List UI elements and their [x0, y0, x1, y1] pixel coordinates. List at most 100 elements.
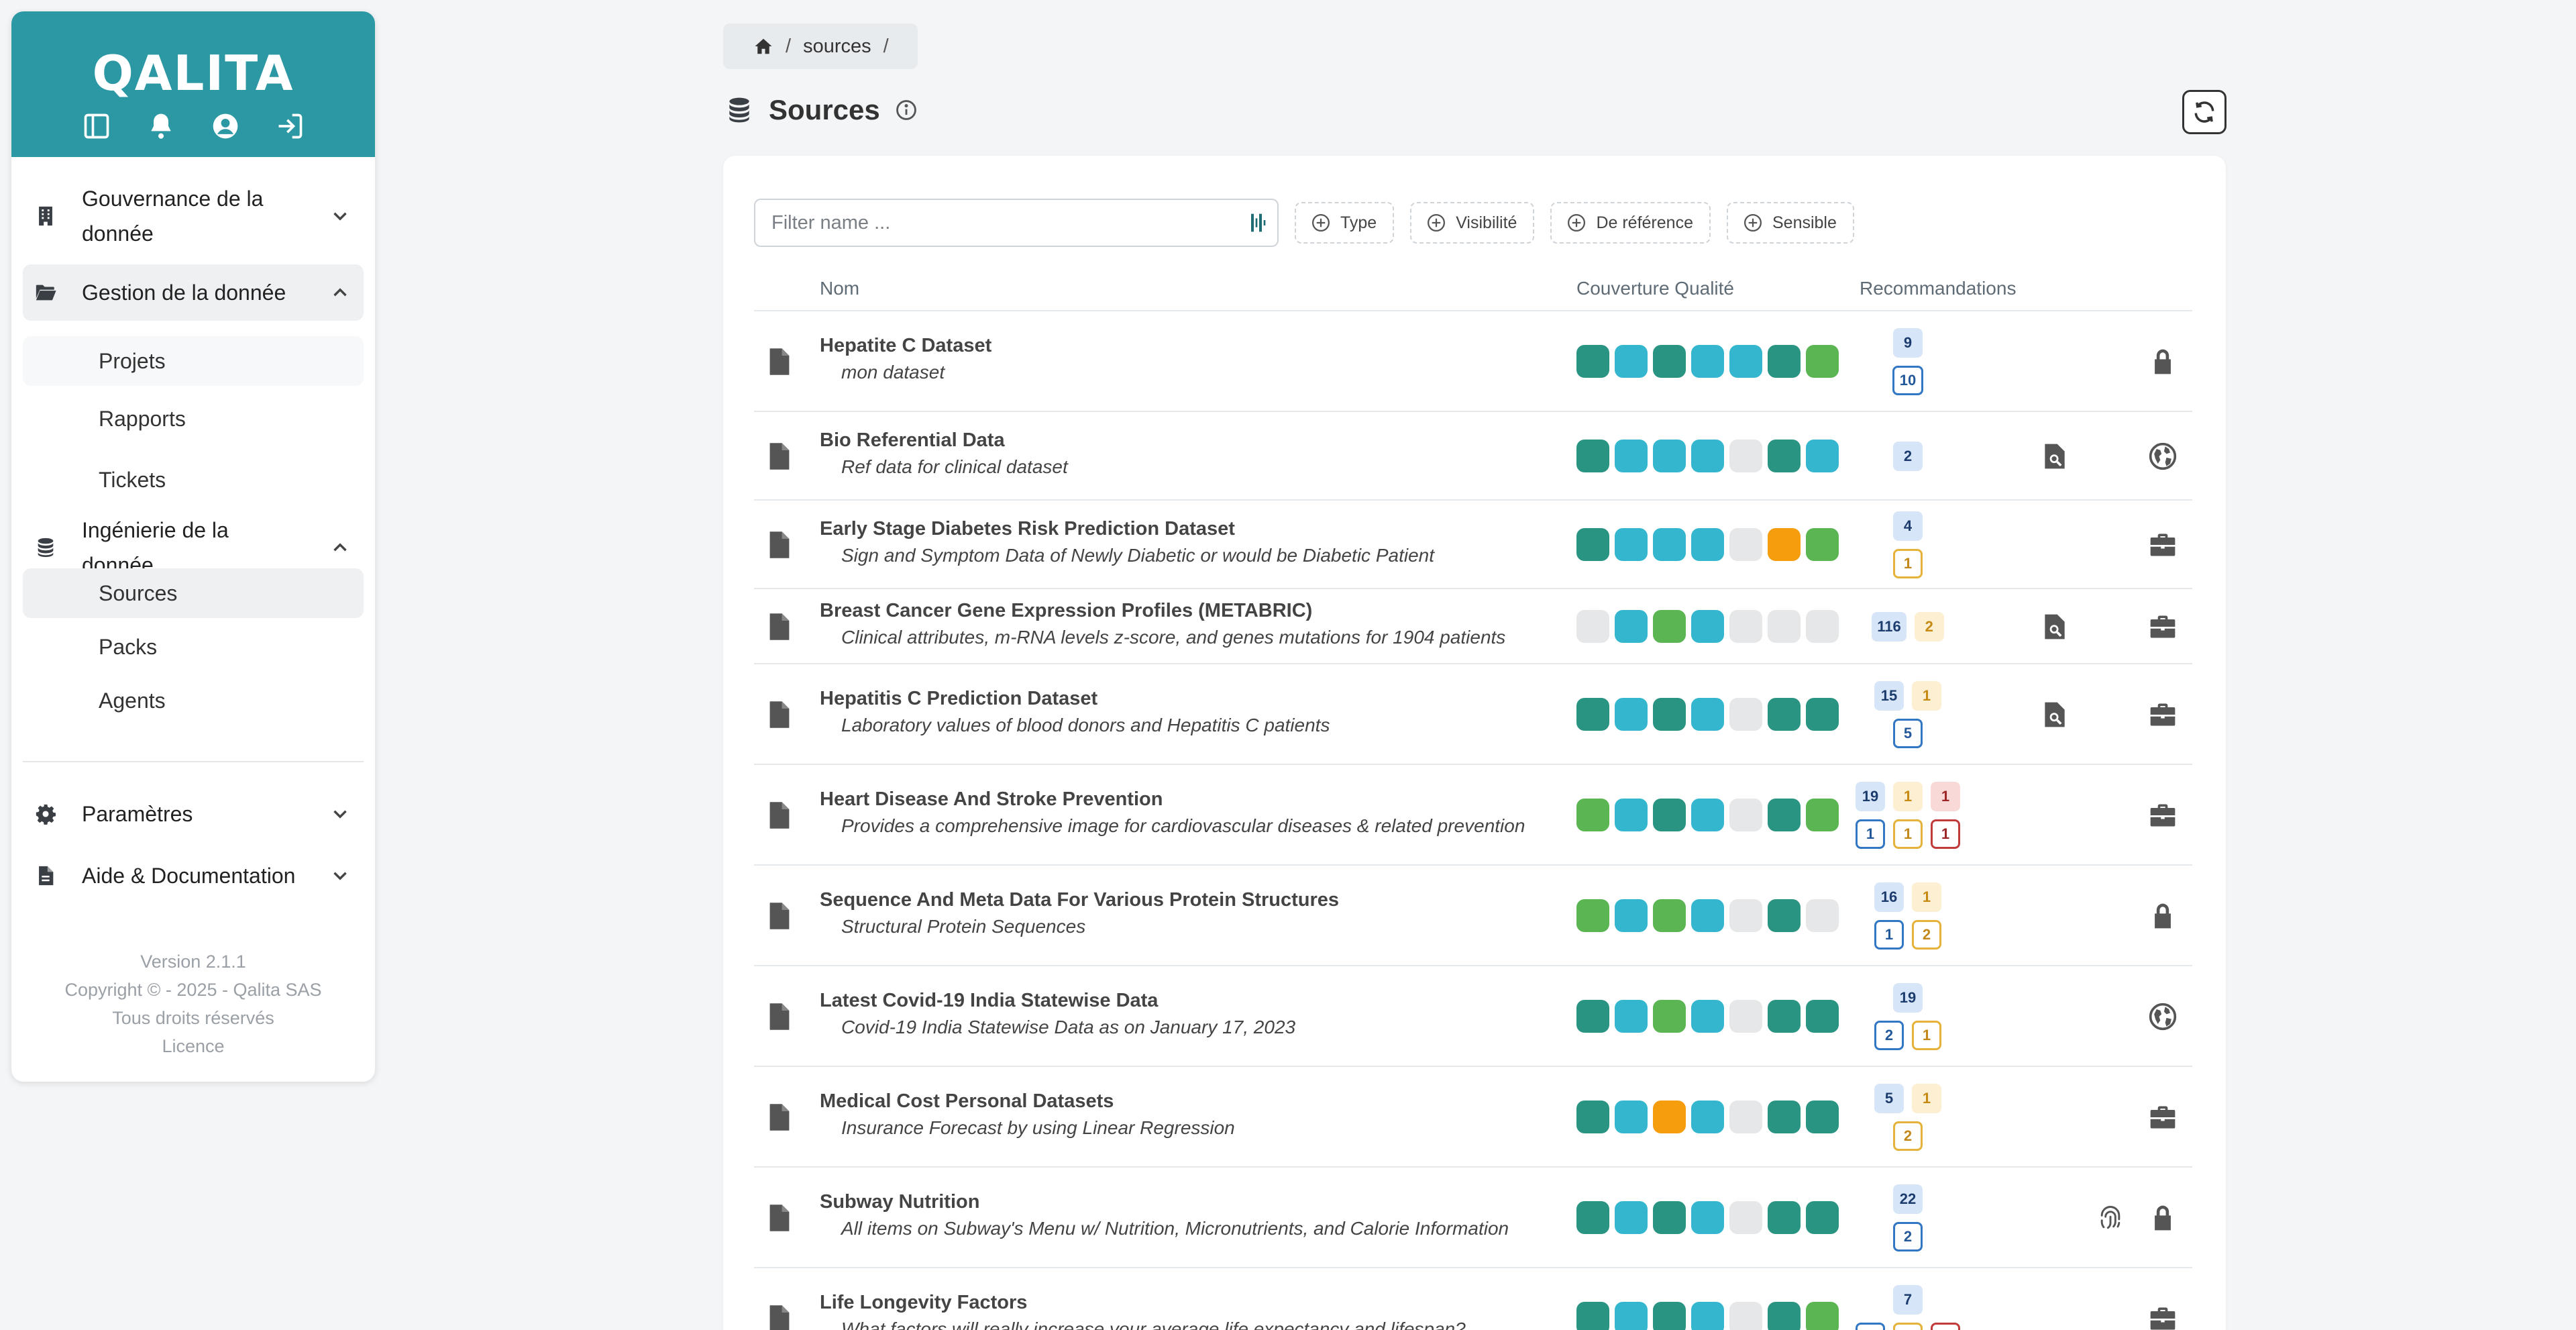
quality-indicator[interactable]: [1729, 1101, 1762, 1133]
quality-indicator[interactable]: [1729, 698, 1762, 731]
recommendation-badge[interactable]: 19: [1856, 782, 1885, 811]
recommendation-badge[interactable]: 4: [1893, 511, 1923, 541]
quality-indicator[interactable]: [1768, 528, 1801, 561]
quality-indicator[interactable]: [1653, 899, 1686, 932]
quality-indicator[interactable]: [1576, 345, 1609, 378]
recommendation-badge[interactable]: 1: [1874, 920, 1904, 950]
quality-indicator[interactable]: [1729, 345, 1762, 378]
quality-indicator[interactable]: [1806, 1101, 1839, 1133]
quality-indicator[interactable]: [1576, 1101, 1609, 1133]
quality-indicator[interactable]: [1691, 1101, 1724, 1133]
column-header-nom[interactable]: Nom: [820, 278, 860, 299]
source-name[interactable]: Subway Nutrition: [820, 1191, 980, 1213]
recommendation-badge[interactable]: 1: [1893, 549, 1923, 578]
quality-indicator[interactable]: [1615, 1201, 1648, 1234]
source-name[interactable]: Hepatitis C Prediction Dataset: [820, 688, 1098, 709]
recommendation-badge[interactable]: 1: [1931, 819, 1960, 849]
quality-indicator[interactable]: [1653, 1201, 1686, 1234]
source-name[interactable]: Hepatite C Dataset: [820, 335, 992, 356]
recommendation-badge[interactable]: 1: [1912, 1084, 1941, 1113]
quality-indicator[interactable]: [1615, 1302, 1648, 1330]
quality-indicator[interactable]: [1576, 1302, 1609, 1330]
source-name[interactable]: Life Longevity Factors: [820, 1292, 1028, 1313]
quality-indicator[interactable]: [1576, 1000, 1609, 1033]
quality-indicator[interactable]: [1729, 799, 1762, 831]
quality-indicator[interactable]: [1768, 1000, 1801, 1033]
home-icon[interactable]: [753, 36, 773, 56]
quality-indicator[interactable]: [1653, 799, 1686, 831]
quality-indicator[interactable]: [1729, 1302, 1762, 1330]
filter-sensible-chip[interactable]: Sensible: [1726, 202, 1854, 244]
recommendation-badge[interactable]: [1893, 1323, 1923, 1330]
source-name[interactable]: Early Stage Diabetes Risk Prediction Dat…: [820, 518, 1235, 540]
quality-indicator[interactable]: [1691, 345, 1724, 378]
quality-indicator[interactable]: [1729, 440, 1762, 472]
quality-indicator[interactable]: [1691, 698, 1724, 731]
recommendation-badge[interactable]: [1856, 1323, 1885, 1330]
table-row[interactable]: Life Longevity Factors What factors will …: [754, 1268, 2192, 1330]
quality-indicator[interactable]: [1768, 1101, 1801, 1133]
quality-indicator[interactable]: [1806, 698, 1839, 731]
filter-type-chip[interactable]: Type: [1295, 202, 1395, 244]
recommendation-badge[interactable]: 5: [1874, 1084, 1904, 1113]
quality-indicator[interactable]: [1806, 528, 1839, 561]
bell-icon[interactable]: [146, 111, 176, 142]
quality-indicator[interactable]: [1806, 610, 1839, 643]
recommendation-badge[interactable]: 19: [1893, 983, 1923, 1013]
filter-name-input[interactable]: [754, 199, 1279, 247]
quality-indicator[interactable]: [1768, 799, 1801, 831]
source-name[interactable]: Bio Referential Data: [820, 429, 1005, 451]
sign-in-icon[interactable]: [274, 111, 305, 142]
quality-indicator[interactable]: [1691, 528, 1724, 561]
sidebar-item-projets[interactable]: Projets: [23, 336, 364, 386]
nav-section-ingenierie[interactable]: Ingénierie de la donnée: [23, 518, 364, 577]
quality-indicator[interactable]: [1691, 1201, 1724, 1234]
recommendation-badge[interactable]: 1: [1912, 1021, 1941, 1050]
recommendation-badge[interactable]: 2: [1874, 1021, 1904, 1050]
quality-indicator[interactable]: [1653, 345, 1686, 378]
recommendation-badge[interactable]: 1: [1912, 681, 1941, 711]
recommendation-badge[interactable]: 22: [1893, 1184, 1923, 1214]
column-header-couverture[interactable]: Couverture Qualité: [1576, 278, 1735, 299]
recommendation-badge[interactable]: 2: [1893, 1121, 1923, 1151]
filter-barcode-icon[interactable]: [1249, 212, 1269, 234]
sidebar-toggle-icon[interactable]: [81, 111, 112, 142]
quality-indicator[interactable]: [1615, 440, 1648, 472]
qalita-logo[interactable]: QALITA: [92, 45, 294, 101]
quality-indicator[interactable]: [1615, 528, 1648, 561]
quality-indicator[interactable]: [1653, 698, 1686, 731]
table-row[interactable]: Hepatitis C Prediction Dataset Laboratory…: [754, 664, 2192, 765]
sidebar-item-agents[interactable]: Agents: [99, 688, 166, 713]
quality-indicator[interactable]: [1576, 899, 1609, 932]
recommendation-badge[interactable]: 116: [1872, 612, 1907, 642]
sidebar-item-rapports[interactable]: Rapports: [99, 406, 186, 431]
quality-indicator[interactable]: [1576, 528, 1609, 561]
table-row[interactable]: Medical Cost Personal Datasets Insurance …: [754, 1067, 2192, 1168]
quality-indicator[interactable]: [1806, 1201, 1839, 1234]
user-circle-icon[interactable]: [210, 111, 241, 142]
quality-indicator[interactable]: [1576, 440, 1609, 472]
table-row[interactable]: Subway Nutrition All items on Subway's Me…: [754, 1168, 2192, 1268]
quality-indicator[interactable]: [1653, 528, 1686, 561]
quality-indicator[interactable]: [1729, 528, 1762, 561]
quality-indicator[interactable]: [1768, 1302, 1801, 1330]
nav-section-gouvernance[interactable]: Gouvernance de la donnée: [23, 179, 364, 253]
quality-indicator[interactable]: [1768, 698, 1801, 731]
quality-indicator[interactable]: [1576, 1201, 1609, 1234]
quality-indicator[interactable]: [1653, 1101, 1686, 1133]
quality-indicator[interactable]: [1615, 899, 1648, 932]
quality-indicator[interactable]: [1729, 899, 1762, 932]
source-name[interactable]: Breast Cancer Gene Expression Profiles (…: [820, 600, 1313, 621]
quality-indicator[interactable]: [1768, 440, 1801, 472]
table-row[interactable]: Breast Cancer Gene Expression Profiles (…: [754, 589, 2192, 664]
quality-indicator[interactable]: [1691, 440, 1724, 472]
recommendation-badge[interactable]: 1: [1931, 782, 1960, 811]
quality-indicator[interactable]: [1729, 1000, 1762, 1033]
table-row[interactable]: Early Stage Diabetes Risk Prediction Dat…: [754, 501, 2192, 589]
filter-visibilite-chip[interactable]: Visibilité: [1410, 202, 1535, 244]
sidebar-item-packs[interactable]: Packs: [99, 634, 158, 659]
nav-section-gestion[interactable]: Gestion de la donnée: [23, 264, 364, 321]
quality-indicator[interactable]: [1653, 1000, 1686, 1033]
quality-indicator[interactable]: [1615, 345, 1648, 378]
refresh-button[interactable]: [2182, 90, 2226, 134]
